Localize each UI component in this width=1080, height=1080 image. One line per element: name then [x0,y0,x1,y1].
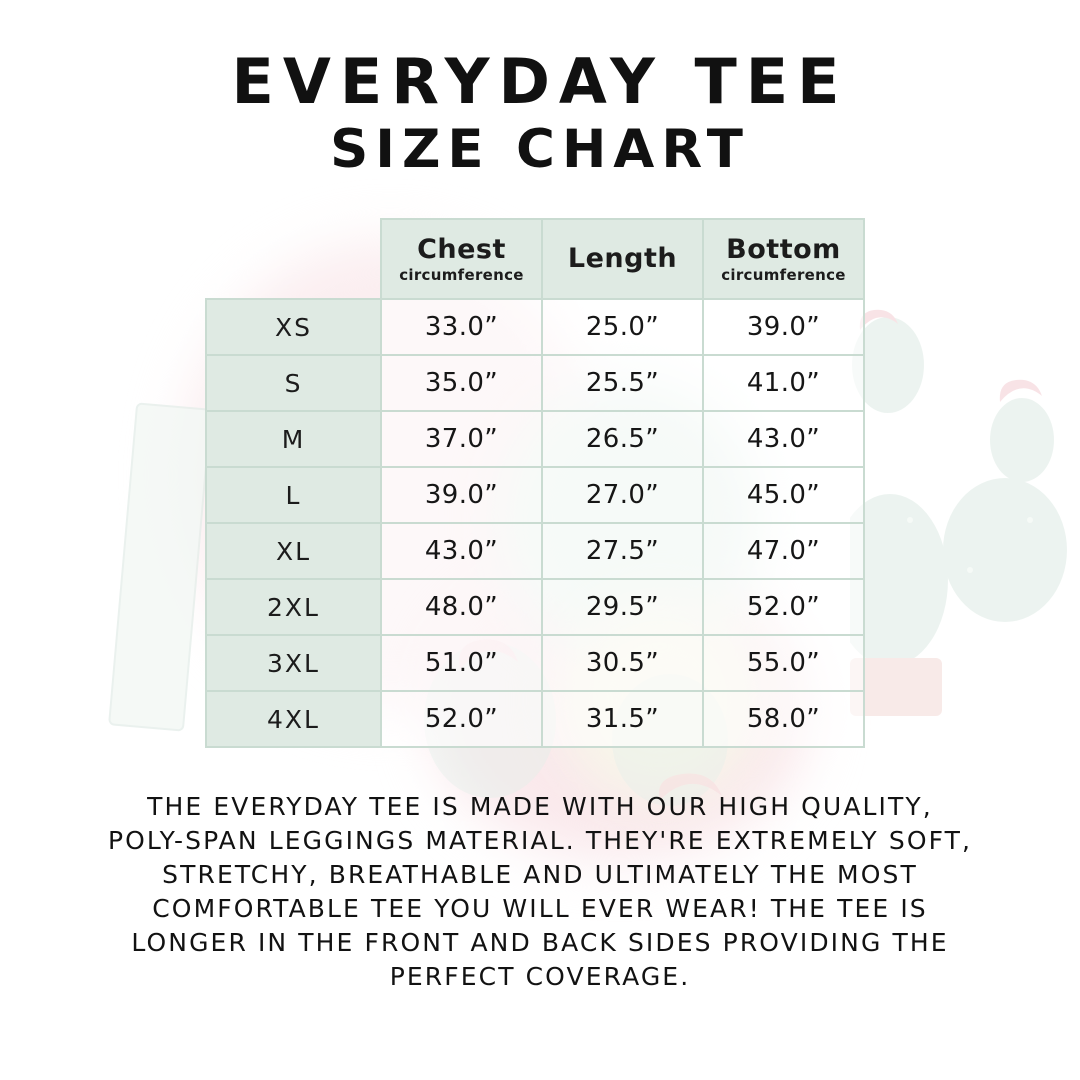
description-line: COMFORTABLE TEE YOU WILL EVER WEAR! THE … [152,894,928,923]
column-header-length-label: Length [567,242,678,274]
bottom-value: 45.0” [702,466,865,524]
table-row: S 35.0” 25.5” 41.0” [205,354,865,412]
description-line: PERFECT COVERAGE. [389,962,691,991]
size-label: 2XL [205,578,382,636]
size-label: 3XL [205,634,382,692]
bottom-value: 43.0” [702,410,865,468]
table-header: Chest circumference Length Bottom circum… [206,218,865,300]
description-line: POLY-SPAN LEGGINGS MATERIAL. THEY'RE EXT… [107,826,973,855]
table-header-row: Chest circumference Length Bottom circum… [206,218,865,300]
column-header-bottom: Bottom circumference [702,218,865,300]
title-line-2: SIZE CHART [330,119,750,180]
table-row: 3XL 51.0” 30.5” 55.0” [205,634,865,692]
length-value: 25.0” [541,298,704,356]
page-title: EVERYDAY TEE SIZE CHART [0,48,1080,180]
table-row: XS 33.0” 25.0” 39.0” [205,298,865,356]
table-row: L 39.0” 27.0” 45.0” [205,466,865,524]
length-value: 27.0” [541,466,704,524]
table-row: 2XL 48.0” 29.5” 52.0” [205,578,865,636]
bottom-value: 58.0” [702,690,865,748]
column-header-chest-label: Chest [417,233,506,265]
column-header-bottom-sublabel: circumference [721,265,846,284]
chest-value: 33.0” [380,298,543,356]
description-line: LONGER IN THE FRONT AND BACK SIDES PROVI… [131,928,949,957]
chest-value: 35.0” [380,354,543,412]
size-label: XS [205,298,382,356]
description-line: STRETCHY, BREATHABLE AND ULTIMATELY THE … [162,860,918,889]
column-header-chest-sublabel: circumference [399,265,524,284]
product-description: THE EVERYDAY TEE IS MADE WITH OUR HIGH Q… [100,790,980,994]
size-label: L [205,466,382,524]
length-value: 29.5” [541,578,704,636]
size-label: 4XL [205,690,382,748]
size-table-container: Chest circumference Length Bottom circum… [205,218,865,748]
size-label: S [205,354,382,412]
table-row: XL 43.0” 27.5” 47.0” [205,522,865,580]
size-label: M [205,410,382,468]
chest-value: 39.0” [380,466,543,524]
bottom-value: 47.0” [702,522,865,580]
bottom-value: 55.0” [702,634,865,692]
chest-value: 51.0” [380,634,543,692]
length-value: 31.5” [541,690,704,748]
title-line-1: EVERYDAY TEE [231,45,849,118]
column-header-bottom-label: Bottom [726,233,841,265]
chest-value: 37.0” [380,410,543,468]
chest-value: 43.0” [380,522,543,580]
column-header-length: Length [541,218,704,300]
length-value: 27.5” [541,522,704,580]
size-label: XL [205,522,382,580]
bottom-value: 39.0” [702,298,865,356]
length-value: 30.5” [541,634,704,692]
column-header-chest: Chest circumference [380,218,543,300]
size-table: Chest circumference Length Bottom circum… [205,218,865,748]
chest-value: 52.0” [380,690,543,748]
table-corner-cell [206,219,381,299]
chest-value: 48.0” [380,578,543,636]
bottom-value: 41.0” [702,354,865,412]
table-row: M 37.0” 26.5” 43.0” [205,410,865,468]
table-body: XS 33.0” 25.0” 39.0” S 35.0” 25.5” 41.0”… [205,298,865,748]
description-line: THE EVERYDAY TEE IS MADE WITH OUR HIGH Q… [147,792,933,821]
length-value: 26.5” [541,410,704,468]
table-row: 4XL 52.0” 31.5” 58.0” [205,690,865,748]
length-value: 25.5” [541,354,704,412]
bottom-value: 52.0” [702,578,865,636]
